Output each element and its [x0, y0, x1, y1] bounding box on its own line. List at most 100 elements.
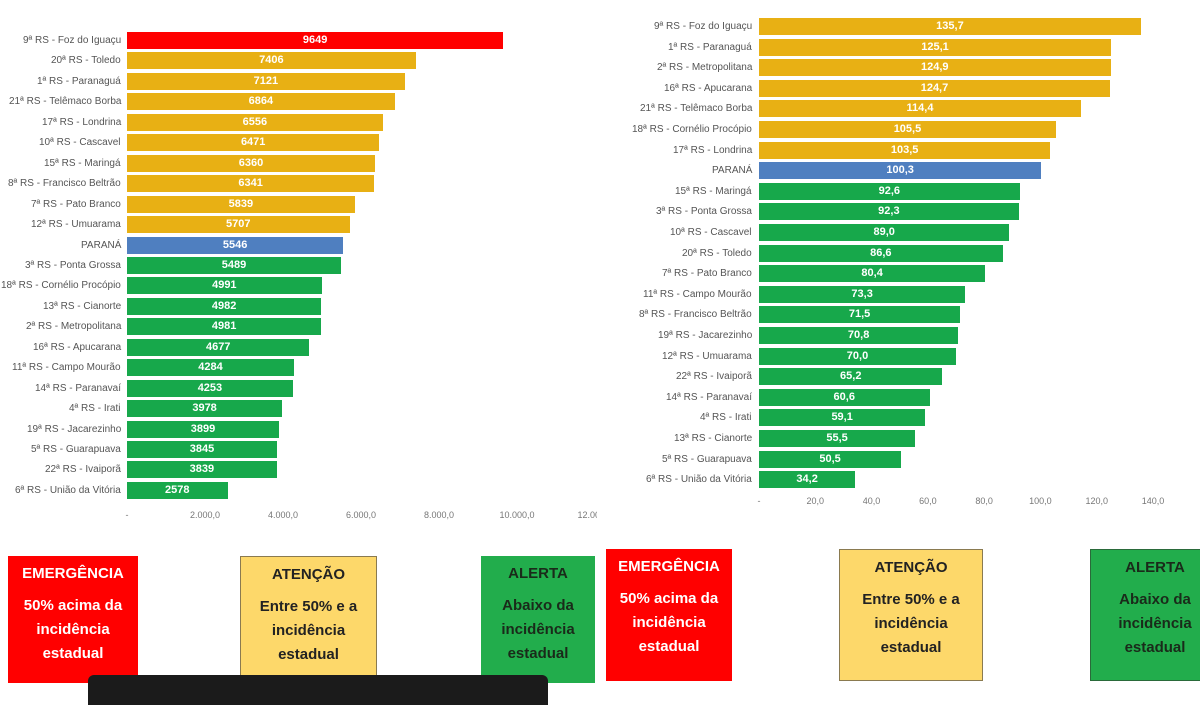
- x-tick-label: 100,0: [1029, 496, 1052, 506]
- data-label: 6556: [242, 115, 268, 128]
- bar: [127, 277, 322, 295]
- bar: [759, 368, 943, 386]
- chart-left-cases: 9ª RS - Foz do Iguaçu 9649 20ª RS - Toledo…: [0, 0, 597, 540]
- data-label: 124,7: [920, 81, 949, 94]
- bar: [759, 203, 1019, 221]
- legend-title: ALERTA: [1125, 559, 1185, 576]
- category-label: 18ª RS - Cornélio Procópio: [632, 124, 752, 135]
- data-label: 5489: [221, 258, 247, 271]
- legend-title: EMERGÊNCIA: [22, 565, 124, 582]
- data-label: 5707: [226, 218, 251, 231]
- data-label: 70,8: [847, 329, 870, 341]
- category-label: 6ª RS - União da Vitória: [15, 484, 121, 496]
- bar: [127, 32, 504, 49]
- bar: [127, 441, 277, 458]
- bar: [127, 461, 277, 479]
- data-label: 92,3: [878, 205, 900, 218]
- x-tick-label: -: [125, 510, 129, 520]
- bar: [127, 297, 322, 315]
- data-label: 4677: [205, 340, 231, 353]
- data-label: 3845: [189, 443, 215, 455]
- category-label: 17ª RS - Londrina: [673, 144, 753, 156]
- x-tick-label: 40,0: [862, 496, 881, 506]
- legend-title: EMERGÊNCIA: [618, 558, 720, 575]
- data-label: 3899: [190, 422, 216, 435]
- data-label: 3978: [192, 402, 217, 415]
- bar: [759, 18, 1141, 35]
- bar: [759, 265, 986, 283]
- category-label: 19ª RS - Jacarezinho: [658, 330, 753, 341]
- data-label: 80,4: [861, 267, 883, 280]
- category-label: 18ª RS - Cornélio Procópio: [1, 280, 121, 292]
- data-label: 92,6: [878, 184, 900, 197]
- data-label: 125,1: [921, 40, 949, 53]
- bar: [759, 59, 1111, 77]
- data-label: 6341: [238, 177, 263, 190]
- legend-title: ATENÇÃO: [271, 566, 346, 583]
- bar: [759, 38, 1112, 56]
- category-label: 2ª RS - Metropolitana: [657, 62, 753, 74]
- category-label: 22ª RS - Ivaiporã: [45, 464, 121, 476]
- bar: [759, 224, 1010, 241]
- category-label: 15ª RS - Maringá: [44, 157, 121, 169]
- category-label: 21ª RS - Telêmaco Borba: [640, 103, 753, 115]
- category-label: 16ª RS - Apucarana: [664, 82, 753, 94]
- data-label: 2578: [165, 483, 190, 496]
- data-label: 100,3: [886, 164, 914, 177]
- x-tick-label: 20,0: [806, 496, 825, 506]
- data-label: 65,2: [840, 370, 862, 383]
- bar: [759, 450, 902, 468]
- bar: [127, 420, 280, 438]
- bar: [127, 216, 350, 234]
- category-label: 1ª RS - Paranaguá: [668, 41, 752, 53]
- data-label: 5839: [228, 197, 254, 210]
- legend-emergencia-box-right: EMERGÊNCIA 50% acima da incidência estad…: [606, 549, 732, 681]
- data-label: 7406: [259, 54, 284, 67]
- bar: [759, 430, 916, 447]
- bar: [759, 306, 961, 324]
- x-tick-label: 140,0: [1141, 496, 1165, 506]
- bar: [759, 347, 956, 365]
- data-label: 135,7: [936, 20, 964, 32]
- bar: [127, 195, 355, 213]
- category-label: 20ª RS - Toledo: [682, 247, 752, 259]
- bar: [127, 481, 228, 499]
- bar: [127, 256, 342, 274]
- bar: [127, 93, 395, 111]
- legend-emergencia-box-left: EMERGÊNCIA 50% acima da incidência estad…: [8, 556, 138, 683]
- data-label: 86,6: [870, 246, 892, 259]
- bar: [759, 471, 856, 489]
- x-tick-label: 10.000,0: [499, 510, 535, 520]
- x-tick-label: 4.000,0: [267, 510, 299, 520]
- bar: [759, 141, 1051, 159]
- bar: [127, 379, 293, 397]
- category-label: 8ª RS - Francisco Beltrão: [639, 309, 752, 321]
- data-label: 4982: [211, 299, 237, 312]
- bar: [127, 236, 344, 254]
- category-label: 10ª RS - Cascavel: [670, 227, 752, 238]
- bar: [127, 338, 310, 356]
- category-label: 4ª RS - Irati: [69, 403, 121, 415]
- x-tick-label: 8.000,0: [423, 510, 455, 520]
- legend-description: 50% acima da incidência estadual: [619, 590, 719, 655]
- data-label: 4991: [212, 279, 237, 292]
- data-label: 59,1: [831, 411, 853, 424]
- category-label: 14ª RS - Paranavaí: [666, 391, 752, 403]
- data-label: 70,0: [846, 349, 869, 362]
- bar: [759, 121, 1056, 138]
- category-label: 3ª RS - Ponta Grossa: [656, 206, 752, 218]
- data-label: 4253: [197, 381, 223, 394]
- data-label: 103,5: [890, 143, 919, 156]
- bar: [127, 318, 322, 336]
- category-label: 12ª RS - Umuarama: [662, 350, 752, 362]
- category-label: 19ª RS - Jacarezinho: [27, 423, 122, 435]
- bar: [127, 113, 383, 131]
- x-tick-label: 2.000,0: [189, 510, 221, 520]
- data-label: 89,0: [873, 226, 895, 238]
- data-label: 7121: [253, 74, 279, 87]
- category-label: 21ª RS - Telêmaco Borba: [9, 96, 122, 108]
- legend-atencao-box-left: ATENÇÃO Entre 50% e a incidência estadua…: [240, 556, 377, 677]
- category-label: 9ª RS - Foz do Iguaçu: [23, 35, 122, 46]
- category-label: 4ª RS - Irati: [700, 412, 752, 424]
- legend-alerta-box-right: ALERTA Abaixo da incidência estadual: [1090, 549, 1200, 681]
